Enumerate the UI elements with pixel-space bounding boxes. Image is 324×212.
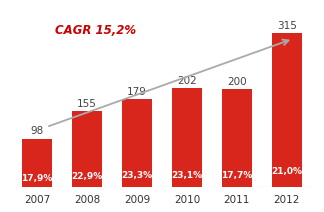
Text: 200: 200 bbox=[227, 77, 247, 87]
Text: 17,7%: 17,7% bbox=[221, 171, 253, 180]
Text: 2007: 2007 bbox=[24, 195, 50, 205]
Text: 179: 179 bbox=[127, 87, 147, 97]
Text: 2012: 2012 bbox=[274, 195, 300, 205]
Text: 23,1%: 23,1% bbox=[171, 171, 202, 180]
Text: 2008: 2008 bbox=[74, 195, 100, 205]
Text: CAGR 15,2%: CAGR 15,2% bbox=[55, 24, 136, 37]
Text: 2011: 2011 bbox=[224, 195, 250, 205]
Text: 21,0%: 21,0% bbox=[271, 167, 302, 176]
Bar bbox=[122, 99, 152, 187]
Text: 2010: 2010 bbox=[174, 195, 200, 205]
Text: 17,9%: 17,9% bbox=[21, 174, 53, 183]
Text: 22,9%: 22,9% bbox=[72, 172, 103, 181]
Bar bbox=[222, 89, 252, 187]
Text: 155: 155 bbox=[77, 99, 97, 109]
Bar bbox=[72, 111, 102, 187]
Bar bbox=[22, 139, 52, 187]
Text: 2009: 2009 bbox=[124, 195, 150, 205]
Text: 202: 202 bbox=[177, 76, 197, 86]
Bar bbox=[272, 33, 302, 187]
Text: 315: 315 bbox=[277, 21, 297, 31]
Text: 98: 98 bbox=[30, 126, 44, 136]
Text: 23,3%: 23,3% bbox=[122, 172, 153, 180]
Bar bbox=[172, 88, 202, 187]
